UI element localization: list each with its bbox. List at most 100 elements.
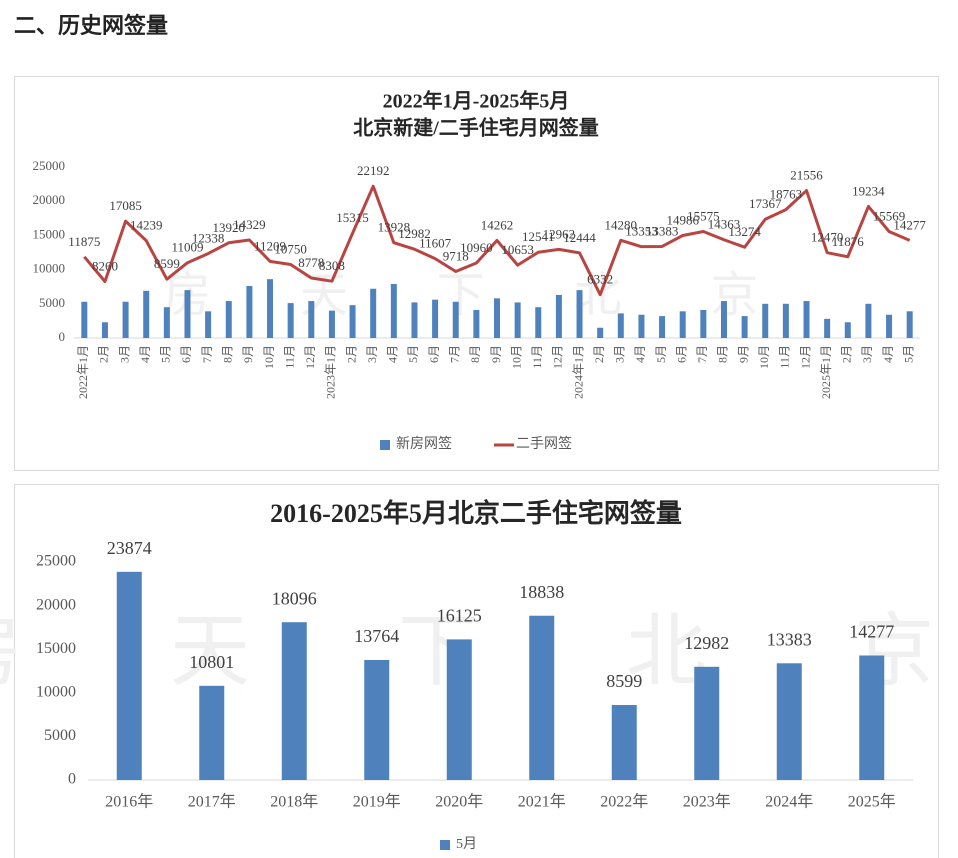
x-tick-label: 5月 (159, 345, 173, 363)
data-label: 12338 (192, 231, 225, 246)
data-label: 13274 (728, 224, 761, 239)
bar (906, 311, 913, 338)
bar (679, 311, 686, 338)
bar (116, 571, 142, 780)
x-tick-label: 10月 (757, 345, 771, 369)
data-label: 14262 (481, 217, 514, 232)
data-label: 14363 (708, 217, 741, 232)
bar (865, 303, 872, 338)
y-tick-label: 20000 (33, 192, 66, 207)
data-label: 8260 (92, 258, 118, 273)
x-tick-label: 2017年 (188, 793, 236, 811)
x-tick-label: 12月 (798, 345, 812, 369)
data-label: 14277 (849, 622, 894, 642)
x-tick-label: 2023年 (683, 793, 731, 811)
data-label: 18838 (519, 582, 564, 602)
y-tick-label: 5000 (44, 727, 76, 744)
x-tick-label: 8月 (221, 345, 235, 363)
x-tick-label: 2024年1月 (571, 345, 585, 399)
x-tick-label: 12月 (551, 345, 565, 369)
x-tick-label: 2月 (344, 345, 358, 363)
bar (529, 615, 555, 780)
data-label: 14986 (666, 212, 699, 227)
data-label: 15315 (336, 210, 369, 225)
x-tick-label: 10月 (262, 345, 276, 369)
x-tick-label: 9月 (241, 345, 255, 363)
bar (370, 288, 377, 338)
x-tick-label: 2024年 (765, 793, 813, 811)
legend-swatch (440, 840, 450, 850)
x-tick-label: 6月 (179, 345, 193, 363)
x-tick-label: 4月 (633, 345, 647, 363)
line (83, 184, 911, 297)
x-tick-label: 5月 (901, 345, 915, 363)
bar (886, 314, 893, 338)
x-tick-label: 2016年 (105, 793, 153, 811)
bar (328, 310, 335, 338)
data-label: 8599 (606, 671, 642, 691)
x-tick-label: 8月 (716, 345, 730, 363)
data-label: 12982 (684, 633, 729, 653)
x-tick-label: 2022年1月 (76, 345, 90, 399)
y-tick-label: 25000 (33, 158, 66, 173)
x-tick-label: 2019年 (353, 793, 401, 811)
data-label: 15575 (687, 208, 720, 223)
data-label: 8599 (154, 256, 180, 271)
x-tick-label: 5月 (654, 345, 668, 363)
bar (446, 639, 472, 780)
bar (700, 309, 707, 338)
section-heading: 二、历史网签量 (14, 13, 169, 38)
data-label: 12962 (543, 226, 576, 241)
x-tick-label: 2020年 (435, 793, 483, 811)
bar (246, 286, 253, 338)
bar (287, 303, 294, 338)
x-tick-label: 2月 (592, 345, 606, 363)
bar (576, 290, 583, 338)
y-tick-label: 5000 (39, 295, 65, 310)
bar (720, 301, 727, 338)
bar (101, 322, 108, 338)
x-tick-label: 3月 (365, 345, 379, 363)
chart-title: 2016-2025年5月北京二手住宅网签量 (270, 498, 682, 528)
data-label: 18763 (770, 187, 803, 202)
data-label: 13928 (378, 220, 411, 235)
x-tick-label: 12月 (303, 345, 317, 369)
bar (611, 705, 637, 780)
x-tick-label: 2025年 (848, 793, 896, 811)
data-label: 22192 (357, 163, 390, 178)
x-tick-label: 7月 (695, 345, 709, 363)
data-label: 11607 (419, 236, 452, 251)
data-label: 16125 (437, 606, 482, 626)
bar (776, 663, 802, 780)
x-tick-label: 7月 (447, 345, 461, 363)
legend-swatch (380, 440, 390, 450)
x-tick-label: 9月 (736, 345, 750, 363)
legend-label: 二手网签 (516, 435, 572, 452)
data-label: 11876 (832, 234, 865, 249)
bar (364, 659, 390, 780)
x-tick-label: 7月 (200, 345, 214, 363)
data-label: 9718 (443, 249, 469, 264)
data-label: 14239 (130, 218, 163, 233)
data-label: 11009 (171, 240, 203, 255)
x-tick-label: 11月 (282, 345, 296, 369)
bar (617, 313, 624, 338)
data-label: 12541 (522, 229, 555, 244)
bar (638, 314, 645, 338)
x-tick-label: 11月 (778, 345, 792, 369)
data-label: 11209 (254, 238, 286, 253)
data-label: 17085 (109, 198, 142, 213)
bar (824, 318, 831, 338)
data-label: 18096 (272, 588, 317, 608)
legend-label: 5月 (456, 836, 477, 852)
x-tick-label: 4月 (881, 345, 895, 363)
x-tick-label: 4月 (386, 345, 400, 363)
bar (205, 311, 212, 338)
x-tick-label: 2025年1月 (819, 345, 833, 399)
chart-frame (14, 76, 939, 471)
data-label: 6332 (587, 272, 613, 287)
y-tick-label: 15000 (36, 640, 76, 657)
bar (199, 685, 225, 780)
